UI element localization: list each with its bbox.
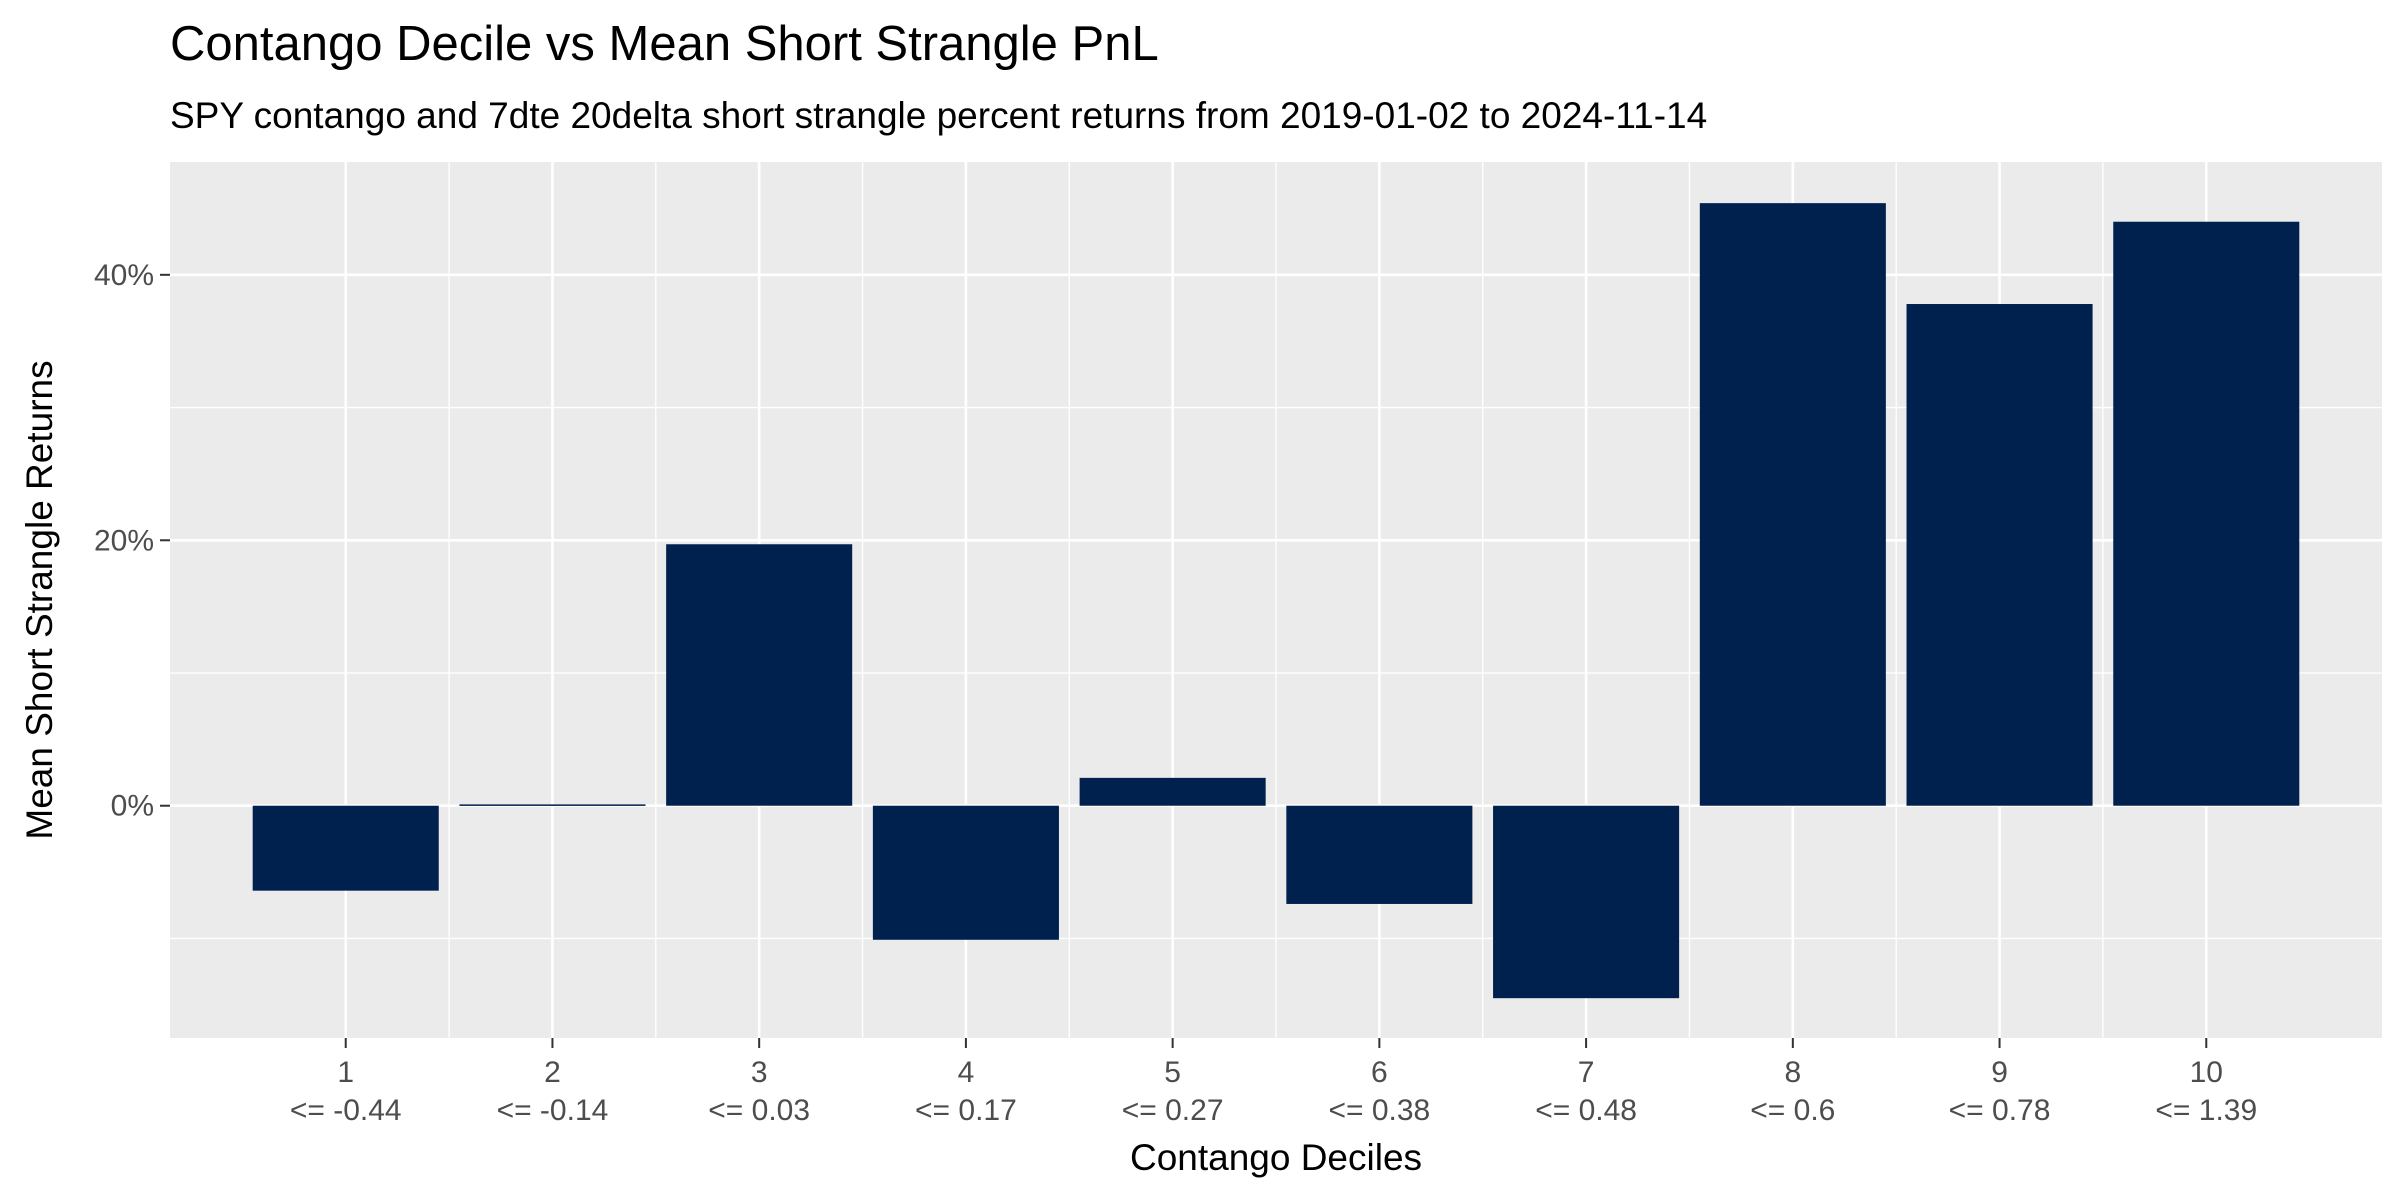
x-axis: 1 <= -0.44 2 <= -0.14 3 <= 0.03 4 <= 0.17 5 <= 0.… [290,1038,2257,1127]
bar-decile-2 [459,804,646,806]
x-tick-label: 3 [751,1056,768,1089]
x-tick-sublabel: <= -0.14 [497,1094,609,1127]
x-tick-label: 9 [1991,1056,2008,1089]
bar-decile-3 [666,544,853,806]
bar-decile-7 [1493,805,1680,999]
bar-decile-6 [1286,805,1473,904]
bar-decile-1 [252,805,439,891]
x-tick-label: 7 [1578,1056,1595,1089]
x-tick-label: 8 [1784,1056,1801,1089]
bar-decile-9 [1906,304,2093,806]
x-tick-label: 4 [958,1056,975,1089]
x-tick-label: 1 [337,1056,354,1089]
x-tick-label: 10 [2190,1056,2223,1089]
chart-subtitle: SPY contango and 7dte 20delta short stra… [170,95,1707,136]
bar-decile-10 [2113,221,2300,806]
y-tick-label: 40% [94,259,154,292]
x-tick-sublabel: <= 1.39 [2155,1094,2257,1127]
y-tick-label: 20% [94,524,154,557]
y-tick-label: 0% [111,790,154,823]
x-tick-sublabel: <= 0.78 [1949,1094,2051,1127]
x-tick-label: 2 [544,1056,561,1089]
x-tick-sublabel: <= -0.44 [290,1094,402,1127]
bar-decile-5 [1079,777,1266,806]
x-tick-sublabel: <= 0.17 [915,1094,1017,1127]
bars [252,203,2300,999]
x-tick-sublabel: <= 0.38 [1328,1094,1430,1127]
x-axis-title: Contango Deciles [1130,1137,1422,1178]
x-tick-sublabel: <= 0.48 [1535,1094,1637,1127]
y-axis: 0% 20% 40% [94,259,170,823]
bar-decile-4 [872,805,1059,940]
x-tick-label: 5 [1164,1056,1181,1089]
chart-title: Contango Decile vs Mean Short Strangle P… [170,17,1159,71]
x-tick-label: 6 [1371,1056,1388,1089]
x-tick-sublabel: <= 0.03 [708,1094,810,1127]
x-tick-sublabel: <= 0.6 [1750,1094,1835,1127]
bar-decile-8 [1699,203,1886,806]
y-axis-title: Mean Short Strangle Returns [19,360,60,839]
x-tick-sublabel: <= 0.27 [1122,1094,1224,1127]
